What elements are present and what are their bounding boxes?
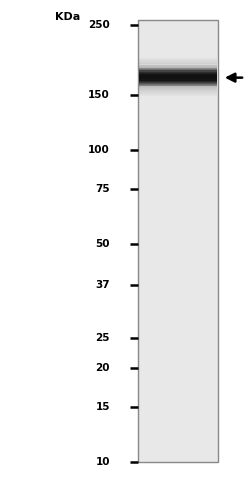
Bar [139,68,217,69]
Bar [139,83,217,84]
Bar [139,63,217,64]
Text: 15: 15 [96,402,110,412]
Bar [139,72,217,73]
Bar [139,80,217,81]
Bar [139,82,217,84]
Text: 50: 50 [96,239,110,249]
Bar [139,84,217,85]
Bar [139,69,217,70]
Bar [139,72,217,73]
Bar [139,64,217,66]
Bar [139,86,217,88]
Bar [139,81,217,82]
Bar [139,84,217,86]
Bar [139,68,217,70]
Bar [139,74,217,75]
Bar [139,78,217,79]
Bar [139,75,217,76]
Bar [139,93,217,95]
Bar [139,82,217,83]
Bar [139,79,217,80]
Bar [139,75,217,76]
Text: KDa: KDa [55,12,80,22]
Bar [139,77,217,78]
Bar [139,90,217,92]
Bar [139,81,217,82]
Bar [139,65,217,67]
Bar [139,67,217,69]
Bar [139,83,217,84]
Bar [139,71,217,72]
Text: 75: 75 [96,184,110,193]
Bar [139,68,217,69]
Bar [139,71,217,72]
Bar [139,92,217,94]
Bar [139,79,217,80]
Bar [139,70,217,71]
Bar [139,82,217,83]
Bar [139,85,217,87]
Bar [139,58,217,60]
Text: 25: 25 [96,333,110,343]
Bar [139,69,217,71]
Bar [139,77,217,78]
Text: 100: 100 [88,144,110,155]
Bar [139,61,217,63]
Bar [139,80,217,81]
Bar [139,87,217,89]
Bar [139,94,217,96]
Bar [139,83,217,84]
Bar [139,59,217,61]
Bar [139,69,217,70]
Bar [139,73,217,74]
Text: 20: 20 [96,363,110,373]
Text: 250: 250 [88,20,110,30]
Bar [139,77,217,79]
Bar [139,71,217,72]
Bar [139,78,217,80]
Bar [139,91,217,93]
Bar [139,70,217,71]
Bar [139,76,217,77]
Bar [139,72,217,73]
Bar [139,89,217,91]
Bar [139,78,217,79]
Bar [139,73,217,74]
Text: 10: 10 [96,457,110,467]
Text: 37: 37 [96,279,110,289]
Bar [139,74,217,75]
Text: 150: 150 [88,90,110,100]
Bar [139,73,217,75]
Bar [139,79,217,81]
Bar [139,82,217,83]
Bar [138,20,218,462]
Bar [139,66,217,68]
Bar [139,84,217,85]
Bar [139,79,217,80]
Bar [139,88,217,90]
Bar [139,85,217,86]
Bar [139,85,217,86]
Bar [139,60,217,62]
Bar [139,74,217,76]
Bar [139,62,217,63]
Bar [139,76,217,77]
Bar [139,76,217,78]
Bar [139,84,217,85]
Bar [139,75,217,77]
Bar [139,81,217,83]
Bar [139,64,217,65]
Bar [139,70,217,72]
Bar [139,80,217,82]
Bar [139,73,217,74]
